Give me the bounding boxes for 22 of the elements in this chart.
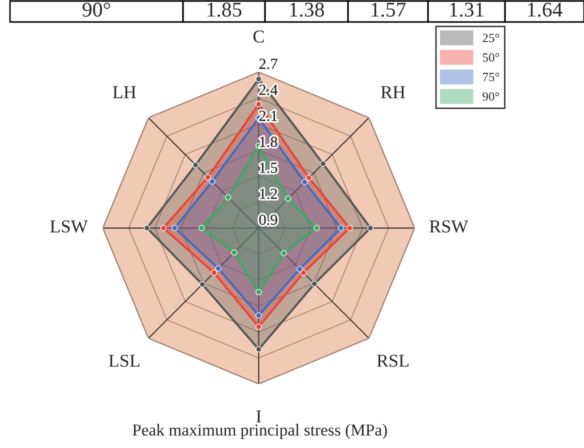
y-tick-label: 1.2: [260, 188, 277, 200]
spoke-label: LSW: [50, 220, 88, 233]
spoke-label: LSL: [108, 354, 140, 367]
text: 1.85: [208, 2, 242, 17]
legend-label: 50°: [482, 53, 500, 62]
y-tick-label: 2.7: [259, 58, 278, 70]
spoke-label: RSW: [430, 220, 468, 233]
spoke-label: LH: [112, 86, 136, 98]
text: 1.57: [372, 2, 406, 17]
text: 90°: [82, 2, 110, 17]
spoke-label: RSL: [376, 354, 408, 367]
legend-label: 90°: [482, 92, 500, 101]
spoke-label: I: [256, 410, 262, 422]
text: 1.64: [528, 2, 562, 17]
text: 1.31: [450, 2, 484, 17]
legend-label: 25°: [482, 34, 500, 42]
spoke-label: RH: [380, 86, 406, 98]
text: 1.38: [290, 2, 324, 17]
legend-label: 75°: [483, 72, 500, 82]
y-tick-label: 0.9: [259, 214, 278, 225]
text: Peak maximum principal stress (MPa): [132, 424, 387, 440]
spoke-label: C: [253, 30, 264, 43]
